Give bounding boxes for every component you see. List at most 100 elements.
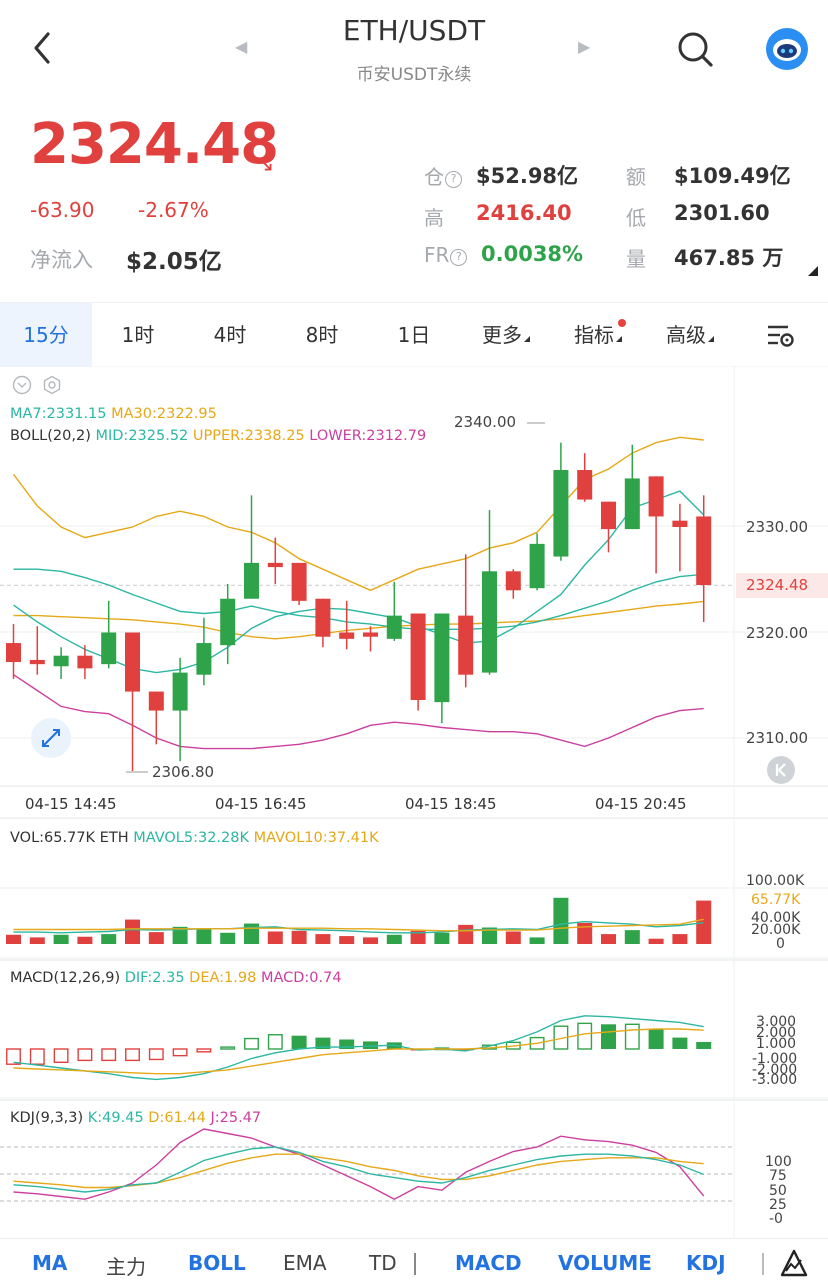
low-label: 低 (626, 206, 646, 230)
kdj-tick: 50 (769, 1183, 787, 1199)
macd-histogram-bar (267, 1034, 283, 1050)
macd-histogram-bar (6, 1048, 21, 1065)
tab-8h[interactable]: 8时 (305, 323, 339, 347)
macd-histogram-bar (172, 1048, 188, 1057)
volume-bar (553, 897, 569, 944)
kdj-j-line (13, 1128, 705, 1200)
indicator-settings-icon[interactable] (42, 375, 62, 395)
boll-upper-line (12, 436, 704, 592)
candle-body (529, 543, 545, 589)
macd-histogram-bar (148, 1048, 164, 1061)
indicator-ema[interactable]: EMA (283, 1251, 327, 1275)
scroll-to-latest-button[interactable] (767, 756, 795, 784)
help-icon[interactable]: ? (445, 171, 462, 188)
y-tick-2310: 2310.00 (746, 729, 809, 747)
volume-bar (529, 937, 545, 944)
kline-chart[interactable] (0, 366, 828, 1238)
macd-histogram-bar (29, 1048, 45, 1065)
candle-body (244, 562, 259, 599)
candle-body (505, 571, 521, 591)
candle-body (648, 476, 664, 517)
prev-pair-icon[interactable]: ◀ (235, 37, 248, 56)
macd-histogram-bar (244, 1037, 259, 1050)
turnover-value: $109.49亿 (674, 164, 791, 188)
macd-histogram-bar (101, 1048, 117, 1062)
drawing-tool-icon[interactable] (780, 1249, 808, 1277)
indicator-ma[interactable]: MA (32, 1251, 68, 1275)
expand-stats-icon[interactable] (808, 266, 818, 276)
volume-bar (244, 923, 259, 944)
macd-histogram-bar (529, 1036, 545, 1050)
chart-settings-icon[interactable] (766, 323, 796, 349)
macd-dif: DIF:2.35 (124, 970, 185, 986)
tab-1d[interactable]: 1日 (397, 323, 431, 347)
mavol5-value: MAVOL5:32.28K (133, 830, 249, 846)
kdj-k: K:49.45 (87, 1110, 144, 1126)
indicator-main-force[interactable]: 主力 (106, 1255, 146, 1279)
volume-bar (434, 932, 450, 944)
indicator-kdj[interactable]: KDJ (686, 1251, 726, 1275)
macd-histogram-bar (577, 1022, 593, 1050)
volume-bar (53, 934, 69, 944)
interval-tab-bar: 15分 1时 4时 8时 1日 更多 指标 高级 (0, 302, 828, 367)
high-label: 高 (424, 206, 444, 230)
expand-icon (42, 729, 60, 747)
vol-value: VOL:65.77K ETH (10, 830, 129, 846)
indicator-boll[interactable]: BOLL (188, 1251, 246, 1275)
candle-body (339, 632, 355, 639)
candle-body (434, 613, 450, 703)
volume-bar (672, 934, 688, 944)
volume-bar (410, 930, 426, 944)
indicator-td[interactable]: TD (369, 1251, 397, 1275)
turnover-label: 额 (626, 165, 646, 189)
vol-tick: 100.00K (746, 873, 805, 889)
netflow-value: $2.05亿 (126, 249, 222, 275)
max-price-label: 2340.00 (454, 413, 517, 431)
pair-title[interactable]: ETH/USDT (342, 14, 486, 47)
price-change-percent: -2.67% (138, 198, 209, 222)
candle-body (601, 501, 616, 530)
volume-bar (29, 937, 45, 944)
candle-body (386, 615, 402, 639)
kdj-tick: 25 (769, 1197, 787, 1213)
volume-bar (196, 928, 212, 944)
search-icon[interactable] (676, 30, 714, 68)
funding-rate-value: 0.0038% (481, 242, 584, 266)
pair-subtitle: 币安USDT永续 (356, 65, 472, 85)
kdj-tick: 100 (765, 1154, 792, 1170)
time-label: 04-15 18:45 (405, 795, 497, 813)
macd-histogram-bar (53, 1048, 69, 1064)
volume-bar (125, 919, 140, 944)
indicator-macd[interactable]: MACD (455, 1251, 522, 1275)
funding-rate-label: FR? (424, 243, 468, 267)
candle-body (267, 562, 283, 568)
next-pair-icon[interactable]: ▶ (578, 37, 591, 56)
macd-histogram-bar (601, 1024, 616, 1049)
candle-body (553, 470, 569, 557)
fullscreen-button[interactable] (31, 718, 71, 758)
indicator-volume[interactable]: VOLUME (558, 1251, 652, 1275)
volume-label: 量 (626, 247, 646, 271)
candle-body (148, 691, 164, 711)
divider (414, 1253, 416, 1275)
boll-lower-line (13, 674, 704, 750)
macd-histogram-bar (196, 1048, 212, 1053)
tab-indicators[interactable]: 指标 (552, 303, 644, 367)
candle-body (696, 516, 712, 586)
kdj-k-line (13, 1146, 704, 1193)
tab-advanced[interactable]: 高级 (644, 303, 736, 367)
volume-bar (101, 934, 117, 944)
boll-mid: MID:2325.52 (95, 428, 189, 444)
tab-1h[interactable]: 1时 (121, 323, 155, 347)
collapse-indicator-icon[interactable] (12, 375, 32, 395)
tab-4h[interactable]: 4时 (213, 323, 247, 347)
robot-avatar-icon[interactable] (766, 28, 808, 70)
candle-body (672, 520, 688, 527)
help-icon[interactable]: ? (450, 249, 468, 266)
boll-upper: UPPER:2338.25 (192, 428, 305, 444)
back-arrow-icon[interactable] (28, 30, 58, 66)
volume-bar (172, 926, 188, 944)
tab-more[interactable]: 更多 (460, 303, 552, 367)
tab-15m[interactable]: 15分 (0, 303, 92, 367)
macd-dif-line (13, 1015, 704, 1081)
